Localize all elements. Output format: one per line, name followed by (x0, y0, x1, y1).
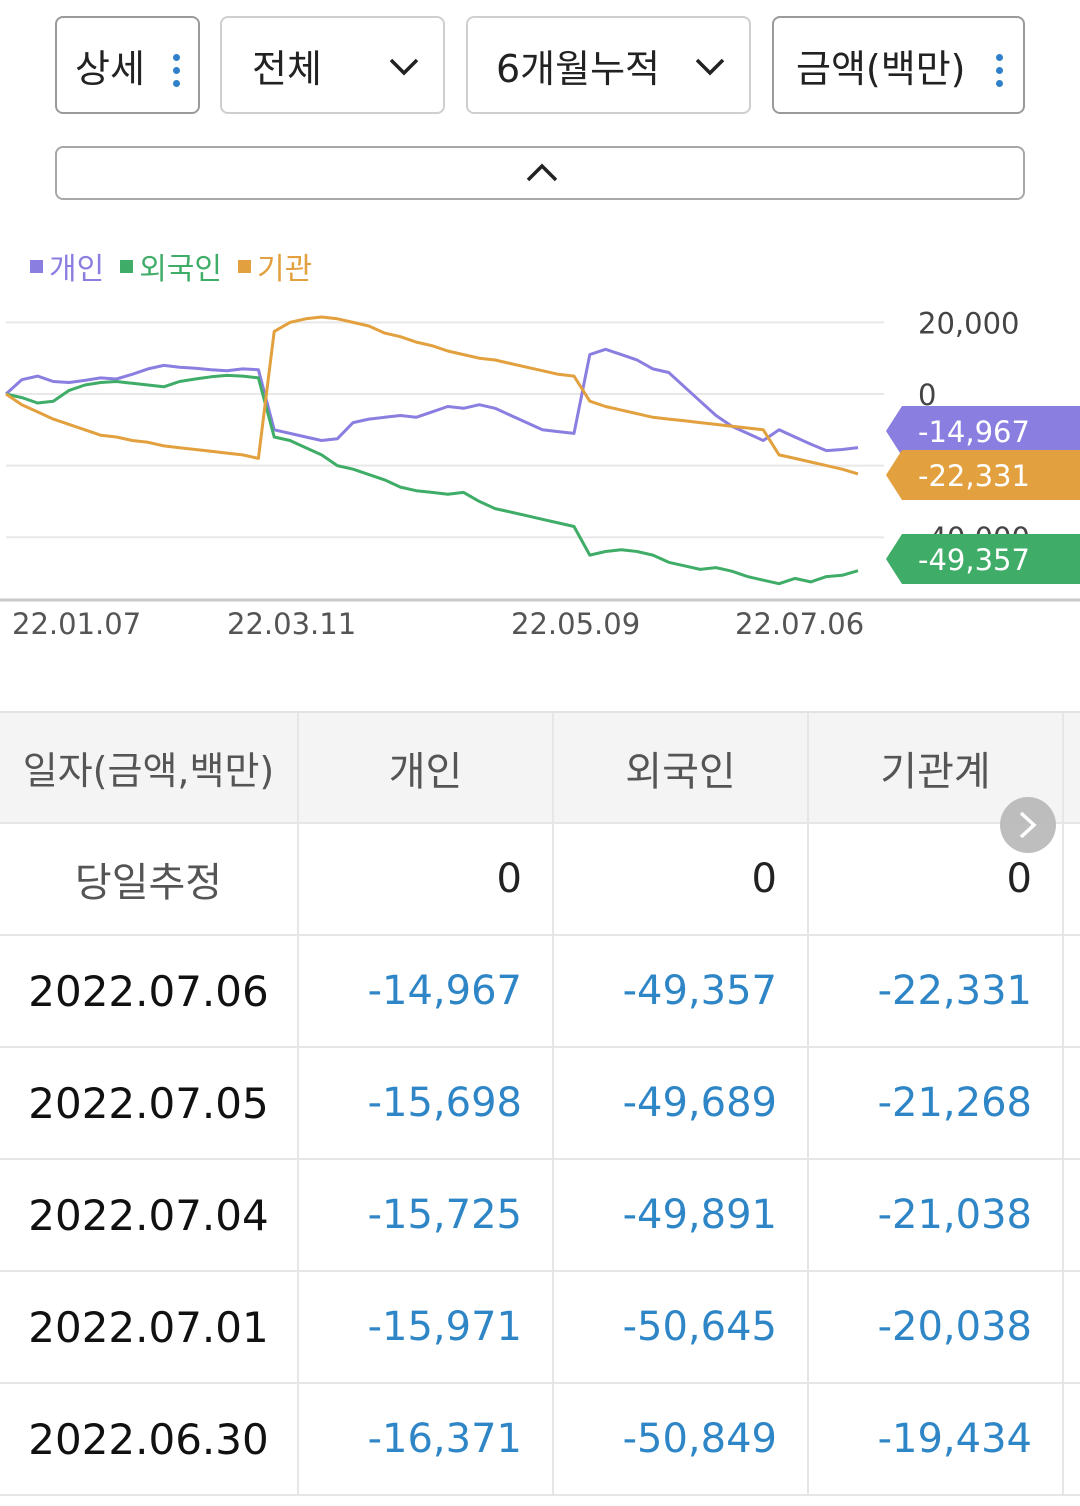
last-value-badge (886, 534, 1080, 584)
legend-label: 외국인 (139, 252, 223, 287)
row-individual: -15,971 (299, 1272, 554, 1382)
last-value-label: -22,331 (918, 459, 1030, 493)
row-foreign: -49,891 (554, 1160, 809, 1270)
row-date: 당일추정 (0, 824, 299, 934)
table-row: 2022.07.05 -15,698 -49,689 -21,268 (0, 1048, 1080, 1160)
row-institution: -21,038 (809, 1160, 1064, 1270)
series-line (5, 373, 859, 586)
kebab-icon (173, 54, 181, 87)
collapse-chart-button[interactable] (55, 146, 1025, 200)
x-tick-label: 22.05.09 (511, 607, 640, 641)
table-row: 당일추정 0 0 0 (0, 824, 1080, 936)
legend-swatch (120, 259, 134, 273)
legend-label: 개인 (49, 252, 105, 287)
row-individual: -16,371 (299, 1384, 554, 1494)
header-institution: 기관계 (809, 713, 1064, 822)
series-line (5, 315, 859, 476)
y-tick-label: 20,000 (918, 306, 1019, 340)
last-value-badge (886, 450, 1080, 500)
cumulative-net-buy-chart[interactable]: 20,0000-40,00022.01.0722.03.1122.05.0922… (0, 290, 1080, 650)
row-institution: -19,434 (809, 1384, 1064, 1494)
unit-menu-label: 금액(백만) (796, 46, 966, 91)
scroll-right-button[interactable] (1000, 797, 1056, 853)
x-tick-label: 22.07.06 (735, 607, 864, 641)
last-value-label: -49,357 (918, 543, 1030, 577)
chart-legend: 개인 외국인 기관 (30, 244, 312, 288)
legend-label: 기관 (257, 252, 313, 287)
table-header-row: 일자(금액,백만) 개인 외국인 기관계 (0, 711, 1080, 824)
last-value-label: -14,967 (918, 415, 1030, 449)
legend-swatch (238, 259, 252, 273)
chevron-right-icon (1019, 811, 1037, 839)
row-foreign: -49,689 (554, 1048, 809, 1158)
row-date: 2022.07.01 (0, 1272, 299, 1382)
header-foreign: 외국인 (554, 713, 809, 822)
header-individual: 개인 (299, 713, 554, 822)
row-date: 2022.07.05 (0, 1048, 299, 1158)
row-individual: -14,967 (299, 936, 554, 1046)
investor-table: 일자(금액,백만) 개인 외국인 기관계 당일추정 0 0 0 2022.07.… (0, 711, 1080, 1496)
table-row: 2022.06.30 -16,371 -50,849 -19,434 (0, 1384, 1080, 1496)
row-date: 2022.07.04 (0, 1160, 299, 1270)
legend-item-institution: 기관 (238, 244, 312, 288)
row-institution: 0 (809, 824, 1064, 934)
table-row: 2022.07.04 -15,725 -49,891 -21,038 (0, 1160, 1080, 1272)
legend-item-individual: 개인 (30, 244, 104, 288)
chevron-down-icon (389, 58, 419, 76)
period-dropdown[interactable]: 6개월누적 (466, 16, 751, 114)
detail-menu-label: 상세 (75, 46, 145, 91)
unit-menu-button[interactable]: 금액(백만) (772, 16, 1025, 114)
chevron-up-icon (526, 163, 558, 182)
row-institution: -21,268 (809, 1048, 1064, 1158)
row-individual: -15,698 (299, 1048, 554, 1158)
legend-swatch (30, 259, 43, 273)
x-tick-label: 22.03.11 (227, 607, 356, 641)
last-value-badge (886, 406, 1080, 456)
header-date: 일자(금액,백만) (0, 713, 299, 822)
series-line (4, 347, 859, 453)
table-row: 2022.07.01 -15,971 -50,645 -20,038 (0, 1272, 1080, 1384)
x-tick-label: 22.01.07 (12, 607, 141, 641)
kebab-icon (996, 54, 1004, 87)
legend-item-foreign: 외국인 (120, 244, 222, 288)
row-date: 2022.07.06 (0, 936, 299, 1046)
period-dropdown-label: 6개월누적 (496, 46, 661, 91)
row-institution: -20,038 (809, 1272, 1064, 1382)
y-tick-label: 0 (918, 378, 936, 412)
detail-menu-button[interactable]: 상세 (55, 16, 200, 114)
scope-dropdown-label: 전체 (252, 46, 322, 91)
table-row: 2022.07.06 -14,967 -49,357 -22,331 (0, 936, 1080, 1048)
row-foreign: -50,849 (554, 1384, 809, 1494)
row-foreign: -49,357 (554, 936, 809, 1046)
row-institution: -22,331 (809, 936, 1064, 1046)
row-individual: 0 (299, 824, 554, 934)
row-individual: -15,725 (299, 1160, 554, 1270)
chevron-down-icon (695, 58, 725, 76)
row-foreign: 0 (554, 824, 809, 934)
row-date: 2022.06.30 (0, 1384, 299, 1494)
scope-dropdown[interactable]: 전체 (220, 16, 445, 114)
row-foreign: -50,645 (554, 1272, 809, 1382)
